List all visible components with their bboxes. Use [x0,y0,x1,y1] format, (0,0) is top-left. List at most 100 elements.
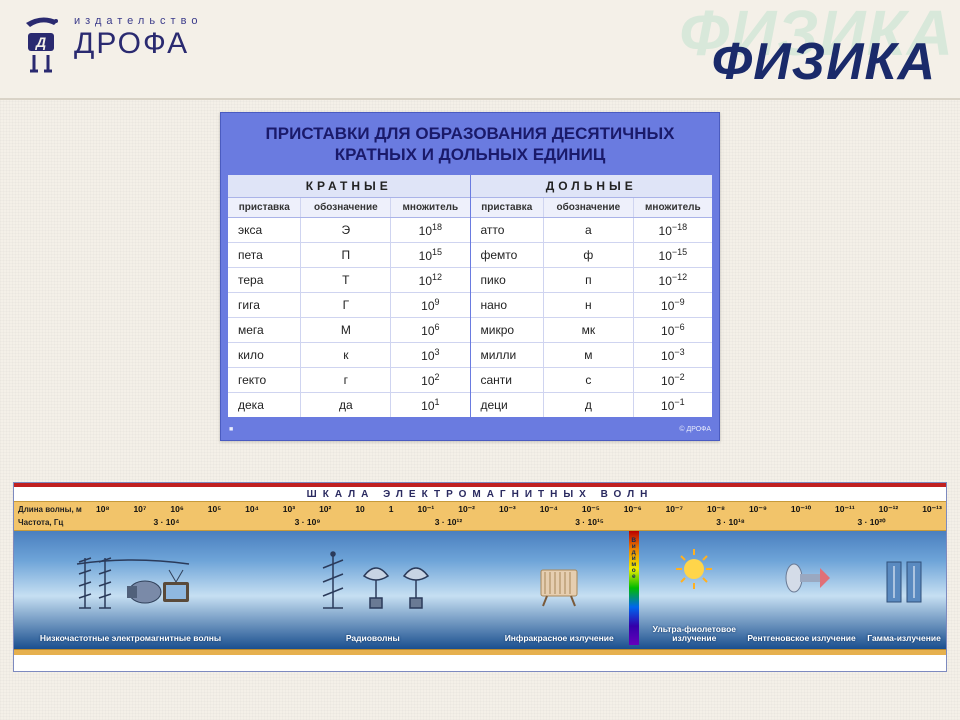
wavelength-tick: 10⁶ [170,504,183,515]
submultiples-table: ДОЛЬНЫЕ приставкаобозначениемножительатт… [471,174,714,418]
col-header: приставка [471,198,544,218]
multiplier-cell: 109 [391,292,470,317]
band-radio: Радиоволны [247,531,499,649]
col-header: множитель [633,198,712,218]
table-row: аттоа10−18 [471,217,713,242]
em-spectrum: ШКАЛА ЭЛЕКТРОМАГНИТНЫХ ВОЛН Длина волны,… [13,482,947,672]
multiplier-cell: 1015 [391,242,470,267]
table-row: гектог102 [228,367,470,392]
wavelength-tick: 10⁻¹ [417,504,434,515]
prefix-cell: дека [228,392,301,417]
multiplier-cell: 1018 [391,217,470,242]
table-row: сантис10−2 [471,367,713,392]
wavelength-tick: 10⁻⁶ [624,504,642,515]
band-infrared: Инфракрасное излучение [499,531,620,649]
band-label: Гамма-излучение [865,634,943,645]
multiplier-cell: 1012 [391,267,470,292]
table-row: петаП1015 [228,242,470,267]
prefix-cell: нано [471,292,544,317]
col-header: приставка [228,198,301,218]
wavelength-tick: 10⁻¹¹ [835,504,855,515]
prefix-tables: КРАТНЫЕ приставкаобозначениемножительэкс… [221,174,719,424]
symbol-cell: г [301,367,391,392]
multiplier-cell: 10−15 [633,242,712,267]
frequency-tick: 3 · 10⁹ [237,517,378,528]
band-gamma: Гамма-излучение [862,531,946,649]
prefix-cell: гига [228,292,301,317]
table-row: фемтоф10−15 [471,242,713,267]
band-xray: Рентгеновское излучение [741,531,862,649]
publisher-big-text: ДРОФА [74,27,202,61]
table-row: мегаМ106 [228,317,470,342]
symbol-cell: Г [301,292,391,317]
table-row: гигаГ109 [228,292,470,317]
prefix-cell: мега [228,317,301,342]
band-label: Низкочастотные электромагнитные волны [38,634,223,645]
prefix-cell: гекто [228,367,301,392]
band-visible: Видимое [620,531,648,649]
prefix-cell: экса [228,217,301,242]
band-lowfreq: Низкочастотные электромагнитные волны [14,531,247,649]
frequency-tick: 3 · 10¹² [378,517,519,528]
col-header: обозначение [301,198,391,218]
symbol-cell: да [301,392,391,417]
multiplier-cell: 10−3 [633,342,712,367]
wavelength-tick: 10⁴ [245,504,259,515]
wavelength-tick: 10⁻¹⁰ [791,504,811,515]
symbol-cell: П [301,242,391,267]
frequency-tick: 3 · 10¹⁸ [660,517,801,528]
wavelength-tick: 10 [355,504,364,515]
table-row: нанон10−9 [471,292,713,317]
band-label: Рентгеновское излучение [745,634,857,645]
wavelength-tick: 10⁻⁸ [707,504,725,515]
submultiples-caption: ДОЛЬНЫЕ [471,175,713,198]
prefix-cell: микро [471,317,544,342]
table-row: эксаЭ1018 [228,217,470,242]
spectrum-bottom-bar [14,649,946,655]
publisher-small-text: издательство [74,15,202,27]
poster-footer: ■ © ДРОФА [221,424,719,440]
symbol-cell: Э [301,217,391,242]
multiplier-cell: 101 [391,392,470,417]
lowfreq-icon [14,531,247,634]
col-header: обозначение [543,198,633,218]
gamma-icon [862,531,946,634]
slide-content: ПРИСТАВКИ ДЛЯ ОБРАЗОВАНИЯ ДЕСЯТИЧНЫХ КРА… [10,104,950,710]
symbol-cell: с [543,367,633,392]
footer-right: © ДРОФА [679,426,711,438]
table-row: микромк10−6 [471,317,713,342]
poster-title: ПРИСТАВКИ ДЛЯ ОБРАЗОВАНИЯ ДЕСЯТИЧНЫХ КРА… [221,113,719,174]
wavelength-ticks: 10⁸10⁷10⁶10⁵10⁴10³10²10110⁻¹10⁻²10⁻³10⁻⁴… [96,504,942,515]
wavelength-tick: 10⁸ [96,504,109,515]
symbol-cell: а [543,217,633,242]
prefix-cell: деци [471,392,544,417]
wavelength-tick: 10⁵ [208,504,221,515]
multiplier-cell: 10−18 [633,217,712,242]
frequency-tick: 3 · 10¹⁵ [519,517,660,528]
title-main: ФИЗИКА [712,32,936,92]
multiplier-cell: 106 [391,317,470,342]
multiples-caption: КРАТНЫЕ [228,175,470,198]
frequency-ticks: 3 · 10⁴3 · 10⁹3 · 10¹²3 · 10¹⁵3 · 10¹⁸3 … [96,517,942,528]
symbol-cell: п [543,267,633,292]
symbol-cell: м [543,342,633,367]
band-uv: Ультра-фиолетовое излучение [648,531,741,649]
xray-icon [741,531,862,634]
spectrum-title: ШКАЛА ЭЛЕКТРОМАГНИТНЫХ ВОЛН [14,487,946,501]
multiplier-cell: 10−1 [633,392,712,417]
table-row: килок103 [228,342,470,367]
multiples-table: КРАТНЫЕ приставкаобозначениемножительэкс… [227,174,471,418]
wavelength-tick: 10³ [283,504,295,515]
frequency-tick: 3 · 10⁴ [96,517,237,528]
col-header: множитель [391,198,470,218]
logo-mark-icon: Д [20,15,66,75]
svg-text:Д: Д [35,34,46,50]
multiplier-cell: 102 [391,367,470,392]
prefix-cell: тера [228,267,301,292]
prefix-cell: атто [471,217,544,242]
wavelength-tick: 10⁻² [458,504,475,515]
symbol-cell: Т [301,267,391,292]
band-label: Инфракрасное излучение [503,634,616,645]
table-row: миллим10−3 [471,342,713,367]
symbol-cell: д [543,392,633,417]
